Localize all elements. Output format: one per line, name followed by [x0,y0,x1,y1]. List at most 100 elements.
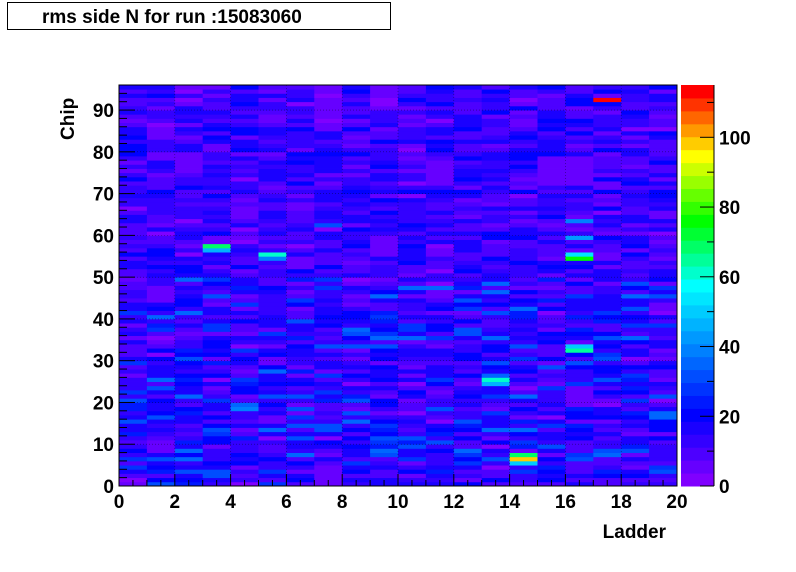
heatmap-cell [537,210,566,215]
heatmap-cell [593,327,622,332]
heatmap-cell [174,314,204,320]
heatmap-cell [509,435,538,441]
heatmap-cell [537,352,566,357]
heatmap-cell [174,331,204,337]
heatmap-cell [119,381,148,387]
heatmap-cell [649,197,678,203]
heatmap-cell [258,260,287,266]
heatmap-cell [230,126,259,132]
heatmap-cell [146,410,176,416]
heatmap-cell [621,289,650,295]
heatmap-cell [174,239,204,245]
heatmap-cell [314,247,343,253]
heatmap-cell [425,143,455,149]
heatmap-cell [202,435,231,441]
heatmap-cell [119,118,148,123]
heatmap-cell [593,435,622,441]
heatmap-cell [453,176,483,182]
heatmap-cell [370,105,399,111]
heatmap-cell [481,189,510,195]
heatmap-cell [286,277,315,282]
heatmap-cell [593,126,622,132]
heatmap-cell [146,260,176,266]
heatmap-cell [621,440,650,445]
heatmap-cell [593,456,622,462]
heatmap-cell [119,460,148,466]
heatmap-cell [621,448,650,453]
heatmap-cell [453,227,483,232]
heatmap-cell [621,185,650,190]
heatmap-cell [537,168,566,174]
heatmap-cell [314,477,343,483]
heatmap-cell [202,126,231,132]
heatmap-cell [509,306,538,311]
heatmap-cell [258,335,287,341]
heatmap-cell [398,256,427,261]
heatmap-cell [481,394,510,399]
heatmap-cell [286,339,315,345]
heatmap-cell [509,206,538,211]
heatmap-cell [202,477,231,483]
heatmap-cell [174,302,204,307]
heatmap-cell [286,268,315,274]
heatmap-cell [146,381,176,387]
heatmap-cell [342,352,371,357]
heatmap-cell [537,423,566,428]
heatmap-cell [565,385,594,391]
heatmap-cell [342,310,371,316]
heatmap-cell [342,302,371,307]
heatmap-cell [425,385,455,391]
heatmap-cell [146,135,176,140]
heatmap-cell [509,85,538,90]
heatmap-cell [481,110,510,115]
heatmap-cell [370,235,399,240]
heatmap-cell [425,314,455,320]
heatmap-cell [314,122,343,128]
heatmap-cell [565,323,594,328]
heatmap-cell [649,477,678,483]
heatmap-cell [565,410,594,416]
heatmap-cell [342,93,371,98]
heatmap-cell [286,89,315,94]
heatmap-cell [649,247,678,253]
heatmap-cell [481,139,510,144]
heatmap-cell [314,318,343,324]
heatmap-cell [425,343,455,349]
heatmap-cell [593,360,622,366]
heatmap-cell [370,364,399,370]
heatmap-cell [593,164,622,169]
heatmap-cell [342,281,371,286]
heatmap-cell [174,201,204,207]
heatmap-cell [314,431,343,437]
heatmap-cell [174,214,204,220]
heatmap-cell [453,210,483,215]
heatmap-cell [370,331,399,337]
y-tick-label: 0 [103,477,114,498]
heatmap-cell [453,440,483,445]
heatmap-cell [398,293,427,299]
heatmap-cell [314,139,343,144]
heatmap-cell [146,465,176,470]
heatmap-cell [537,218,566,224]
heatmap-cell [258,356,287,362]
heatmap-cell [286,460,315,466]
heatmap-cell [230,314,259,320]
heatmap-cell [621,135,650,140]
heatmap-cell [314,444,343,449]
heatmap-cell [342,423,371,428]
heatmap-cell [621,151,650,157]
heatmap-cell [565,293,594,299]
heatmap-cell [146,456,176,462]
heatmap-cell [119,227,148,232]
heatmap-cell [174,197,204,203]
heatmap-cell [593,398,622,403]
heatmap-cell [286,423,315,428]
heatmap-cell [314,473,343,479]
heatmap-cell [565,260,594,266]
heatmap-cell [565,402,594,408]
heatmap-cell [565,452,594,458]
heatmap-cell [537,277,566,282]
heatmap-cell [425,298,455,303]
heatmap-cell [649,168,678,174]
